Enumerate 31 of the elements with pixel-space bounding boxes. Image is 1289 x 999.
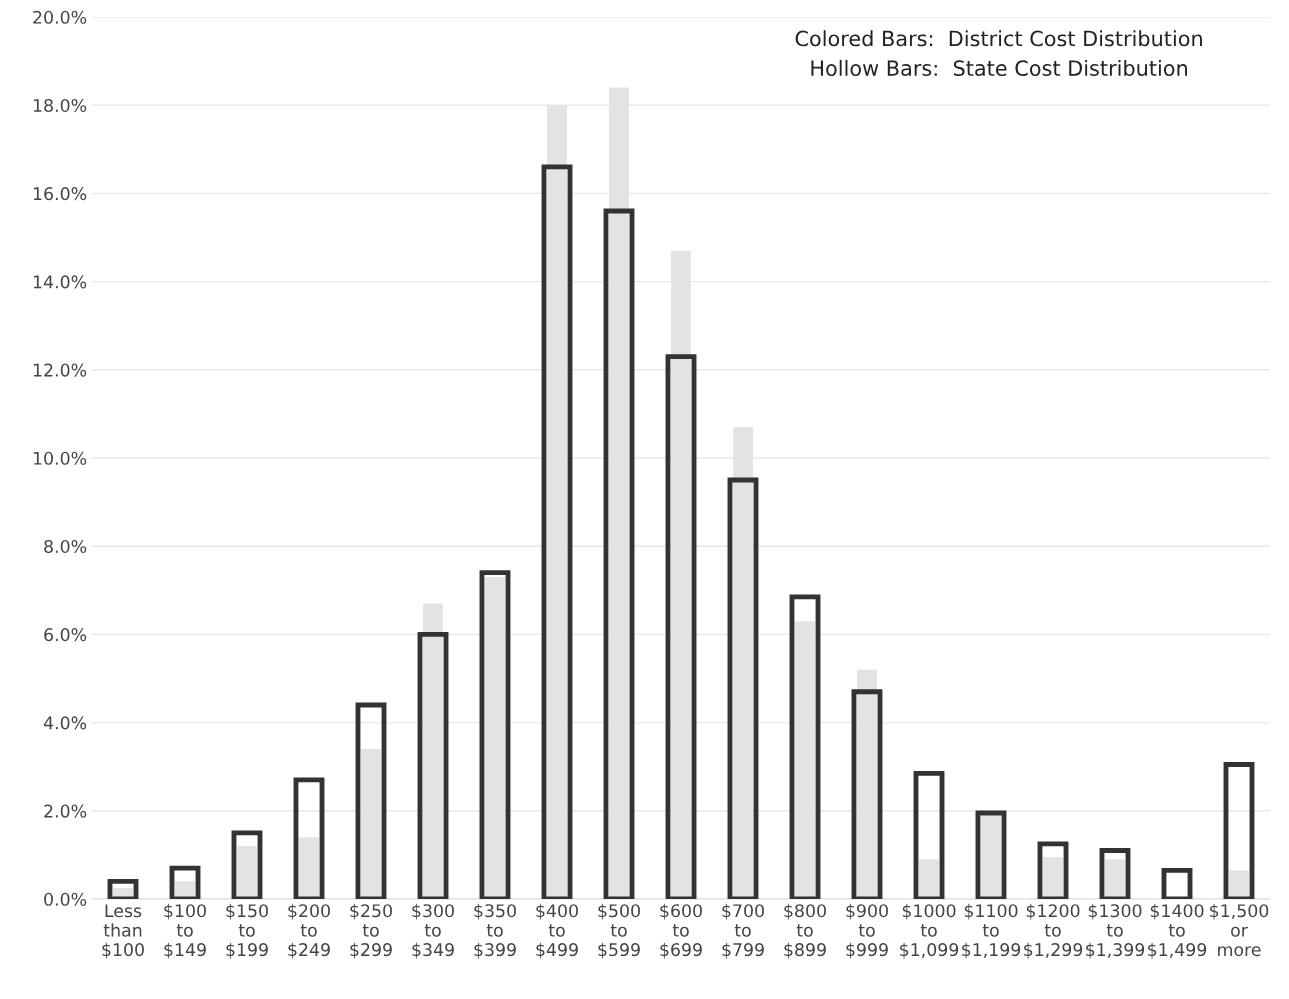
y-tick-label: 8.0%: [44, 539, 87, 554]
x-tick-label: $600 to $699: [660, 903, 702, 959]
x-tick-label: $1,500 or more: [1210, 903, 1269, 957]
x-tick-label: $1100 to $1,199: [962, 903, 1021, 959]
x-tick-label: $900 to $999: [846, 903, 888, 959]
x-tick-label: $300 to $349: [412, 903, 454, 959]
y-tick-label: 4.0%: [43, 716, 87, 730]
y-tick-label: 6.0%: [44, 628, 87, 642]
x-tick-label: $1300 to $1,399: [1086, 903, 1145, 959]
y-tick-label: 14.0%: [33, 275, 87, 289]
x-tick-label: $1200 to $1,299: [1024, 903, 1083, 959]
x-tick-label: $350 to $399: [474, 903, 516, 959]
x-tick-label: $800 to $899: [784, 903, 826, 959]
y-tick-label: 10.0%: [33, 451, 87, 465]
x-tick-label: $100 to $149: [164, 903, 206, 959]
x-tick-label: $1400 to $1,499: [1148, 903, 1207, 959]
annotation: Colored Bars: District Cost Distribution Hollow Bars: State Cost Distribution: [795, 30, 1202, 77]
y-tick-label: 20.0%: [33, 10, 87, 24]
x-tick-label: $200 to $249: [288, 903, 330, 959]
y-tick-label: 16.0%: [33, 187, 87, 201]
y-tick-label: 12.0%: [33, 363, 87, 377]
x-tick-label: $500 to $599: [598, 903, 640, 959]
y-tick-label: 0.0%: [44, 892, 87, 906]
x-tick-label: $1000 to $1,099: [900, 903, 959, 959]
x-tick-label: $400 to $499: [536, 903, 578, 959]
y-tick-label: 2.0%: [44, 804, 87, 818]
x-tick-label: $250 to $299: [350, 903, 392, 959]
x-tick-label: $150 to $199: [226, 903, 268, 959]
x-tick-label: $700 to $799: [722, 903, 764, 959]
y-tick-label: 18.0%: [33, 98, 87, 113]
x-tick-label: Less than $100: [102, 904, 144, 959]
